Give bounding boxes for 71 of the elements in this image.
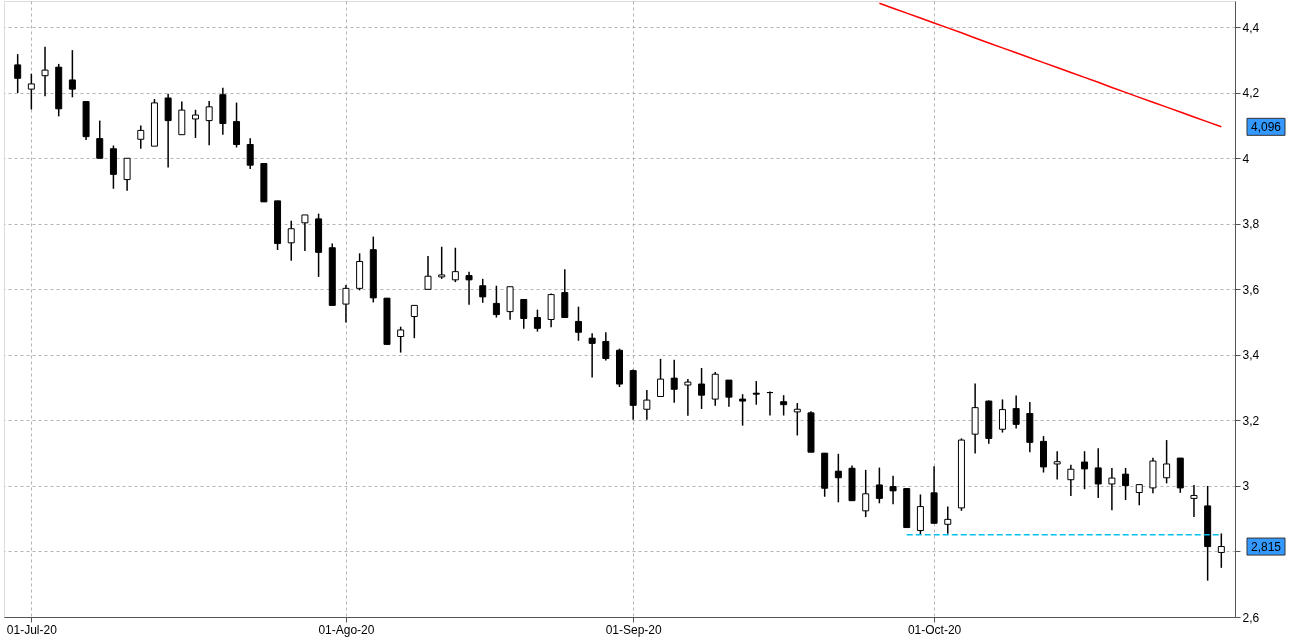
candlestick [698,367,706,410]
candlestick [875,466,883,505]
x-tick-label: 01-Oct-20 [907,622,962,637]
y-tick-label: 3,2 [1242,413,1260,428]
candlestick [1163,439,1171,485]
candlestick [1190,484,1198,518]
candlestick [1081,450,1089,490]
candlestick [588,332,596,379]
line-series [878,2,1223,128]
candlestick [1217,532,1225,569]
candlestick [793,402,801,437]
candlestick [1053,450,1061,481]
candlestick [752,380,760,406]
candlestick [438,245,446,280]
candlestick [342,284,350,324]
candlestick [862,469,870,518]
candlestick [834,453,842,504]
candlestick [41,46,49,98]
candlestick [1094,447,1102,499]
candlestick [916,493,924,536]
x-tick-label: 01-Ago-20 [318,622,375,637]
y-tick-label: 3,4 [1242,348,1260,363]
candlestick [657,358,665,398]
text: 2,815 [1250,539,1282,554]
candlestick [410,304,418,339]
y-tick-label: 4,2 [1242,86,1260,101]
candlestick [739,393,747,427]
candlestick [1067,463,1075,497]
candlestick [889,475,897,506]
candlestick [287,220,295,262]
candlestick [301,214,309,252]
candlestick [14,53,22,94]
candlestick [246,137,254,170]
candlestick [1012,394,1020,430]
candlestick [123,157,131,192]
candlestick [944,505,952,535]
candlestick [1108,467,1116,511]
candlestick [164,92,172,169]
candlestick [424,255,432,291]
candlestick [205,100,213,146]
candlestick [451,246,459,283]
candlestick [533,308,541,333]
candlestick [233,101,241,149]
y-tick-label: 4,4 [1242,20,1260,35]
y-tick-label: 2,6 [1242,610,1260,625]
candlestick [602,331,610,362]
candlestick [998,398,1006,434]
candlestick [397,325,405,354]
candlestick [191,109,199,139]
candlestick [684,378,692,417]
candlestick [574,305,582,342]
candlestick [670,359,678,404]
y-tick-label: 3,6 [1242,282,1260,297]
candlestick [137,124,145,150]
candlestick [27,72,35,111]
candlestick [492,284,500,319]
candlestick [1122,467,1130,501]
candlestick [520,298,528,330]
candlestick [465,270,473,306]
candlestick [643,389,651,421]
candlestick [780,394,788,417]
candlestick [68,49,76,99]
text: 4,096 [1250,119,1282,134]
y-tick-label: 3 [1242,479,1250,494]
y-tick-label: 3,8 [1242,217,1260,232]
candlestick [725,379,733,408]
candlestick [479,278,487,304]
x-tick-label: 01-Sep-20 [605,622,663,637]
candlestick [96,119,104,160]
x-tick-label: 01-Jul-20 [6,622,58,637]
y-tick-label: 4 [1242,151,1250,166]
